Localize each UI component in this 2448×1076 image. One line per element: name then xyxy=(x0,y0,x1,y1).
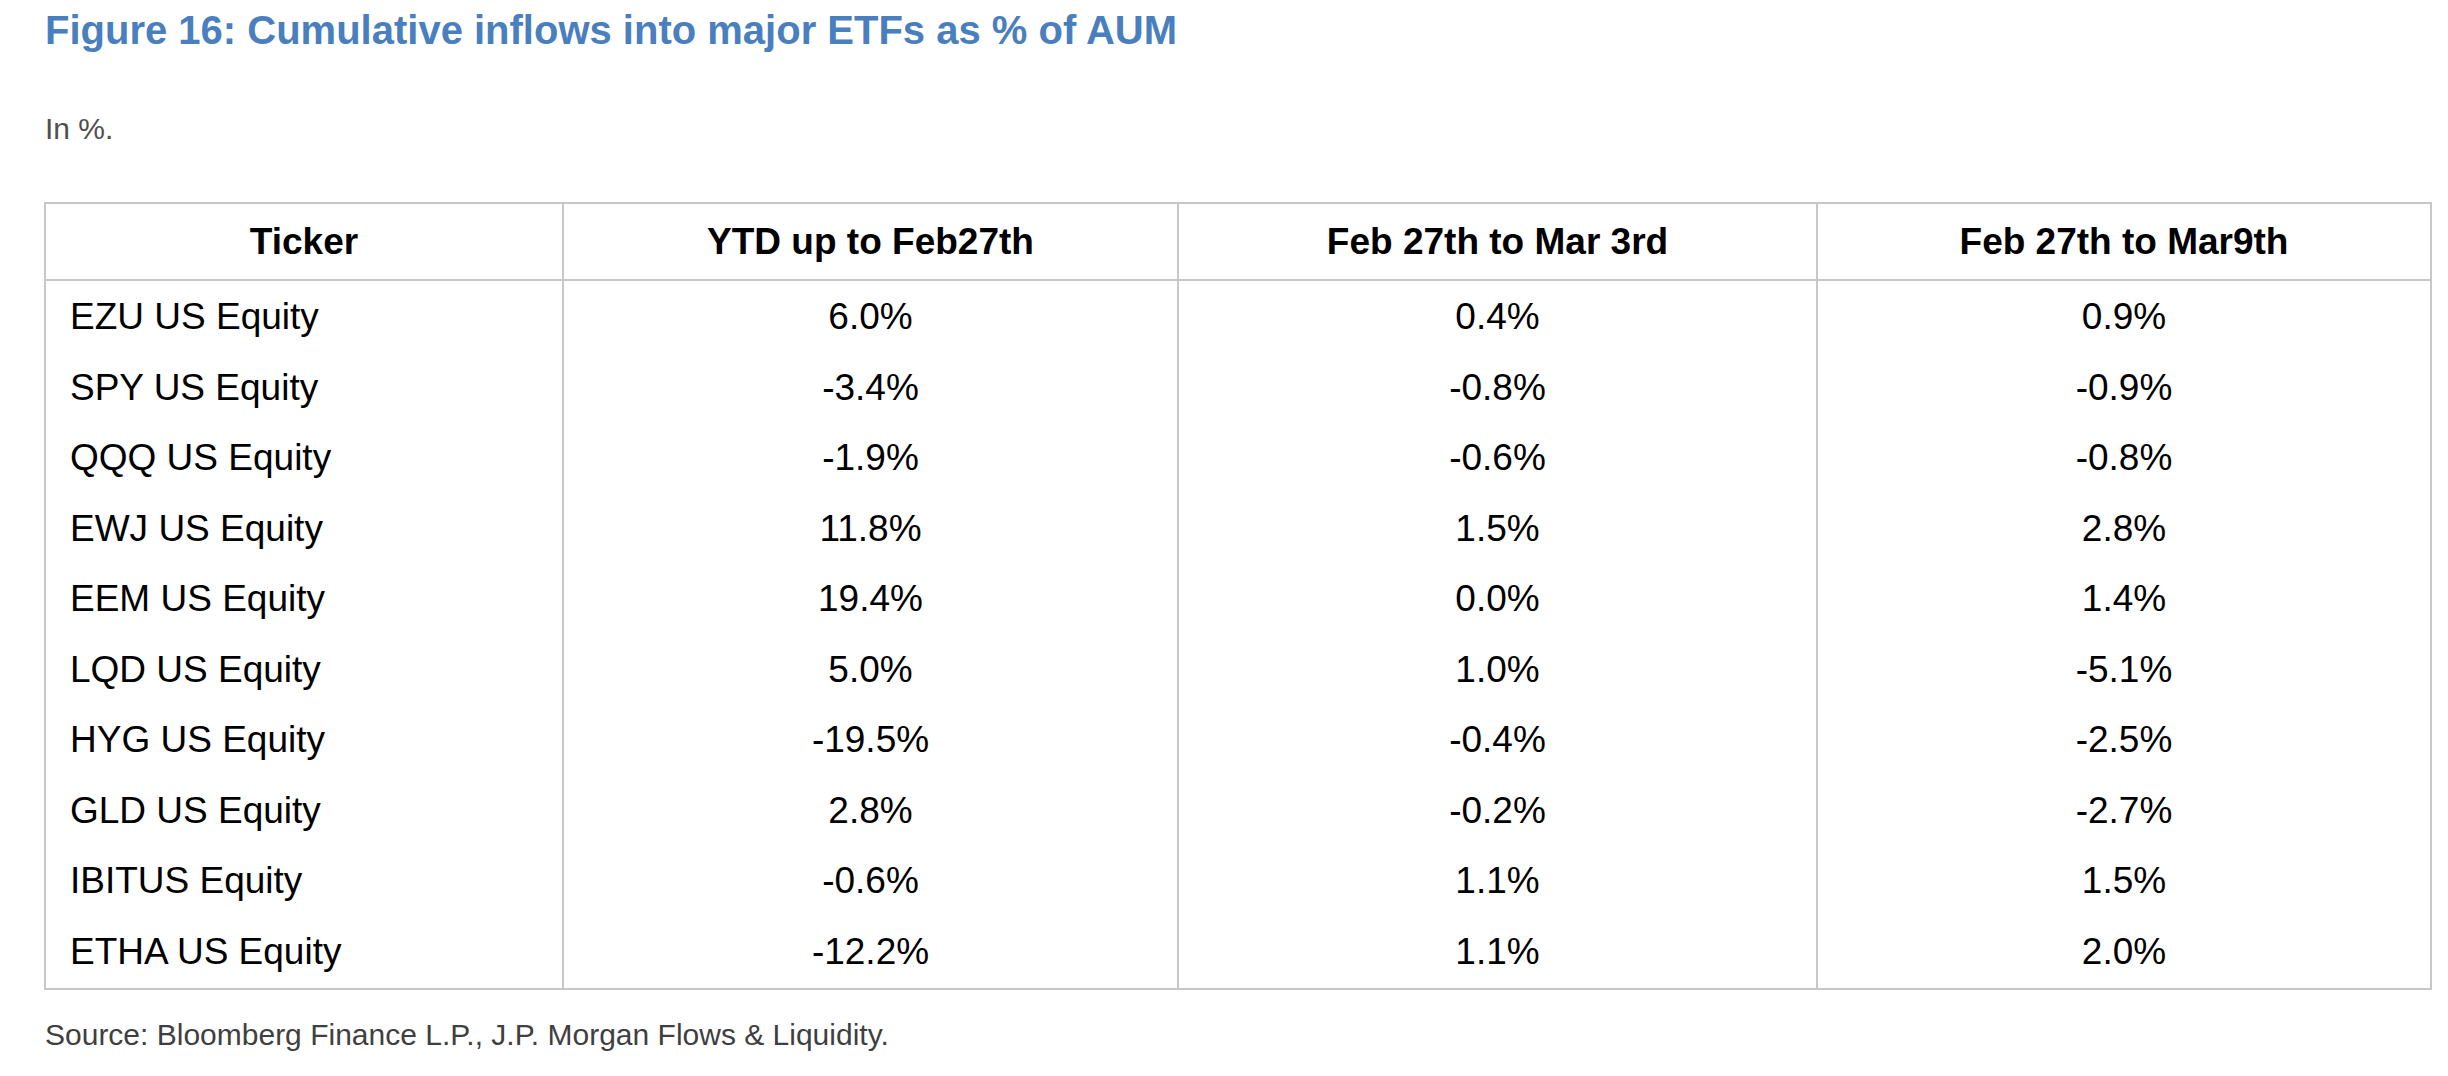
value-cell: -5.1% xyxy=(1817,634,2431,705)
value-cell: -1.9% xyxy=(563,423,1178,494)
value-cell: 1.0% xyxy=(1178,634,1817,705)
table-row: EWJ US Equity11.8%1.5%2.8% xyxy=(45,493,2431,564)
value-cell: -2.5% xyxy=(1817,705,2431,776)
ticker-cell: QQQ US Equity xyxy=(45,423,563,494)
table-header-row: Ticker YTD up to Feb27th Feb 27th to Mar… xyxy=(45,203,2431,280)
value-cell: 2.8% xyxy=(1817,493,2431,564)
value-cell: 6.0% xyxy=(563,280,1178,352)
table-row: GLD US Equity2.8%-0.2%-2.7% xyxy=(45,776,2431,847)
value-cell: 1.1% xyxy=(1178,917,1817,989)
value-cell: 1.5% xyxy=(1817,846,2431,917)
value-cell: 0.0% xyxy=(1178,564,1817,635)
ticker-cell: GLD US Equity xyxy=(45,776,563,847)
source-note: Source: Bloomberg Finance L.P., J.P. Mor… xyxy=(45,1018,889,1052)
col-header-ytd-feb27: YTD up to Feb27th xyxy=(563,203,1178,280)
table-row: QQQ US Equity-1.9%-0.6%-0.8% xyxy=(45,423,2431,494)
value-cell: 1.4% xyxy=(1817,564,2431,635)
value-cell: -12.2% xyxy=(563,917,1178,989)
ticker-cell: HYG US Equity xyxy=(45,705,563,776)
units-note: In %. xyxy=(45,112,113,146)
value-cell: 2.8% xyxy=(563,776,1178,847)
value-cell: 1.1% xyxy=(1178,846,1817,917)
table-row: HYG US Equity-19.5%-0.4%-2.5% xyxy=(45,705,2431,776)
value-cell: -0.6% xyxy=(1178,423,1817,494)
value-cell: -0.4% xyxy=(1178,705,1817,776)
table-row: EZU US Equity6.0%0.4%0.9% xyxy=(45,280,2431,352)
value-cell: -0.6% xyxy=(563,846,1178,917)
col-header-feb27-mar3: Feb 27th to Mar 3rd xyxy=(1178,203,1817,280)
table-row: IBITUS Equity-0.6%1.1%1.5% xyxy=(45,846,2431,917)
value-cell: -3.4% xyxy=(563,352,1178,423)
ticker-cell: IBITUS Equity xyxy=(45,846,563,917)
value-cell: 0.9% xyxy=(1817,280,2431,352)
ticker-cell: LQD US Equity xyxy=(45,634,563,705)
value-cell: -0.8% xyxy=(1178,352,1817,423)
value-cell: 0.4% xyxy=(1178,280,1817,352)
etf-inflows-table: Ticker YTD up to Feb27th Feb 27th to Mar… xyxy=(44,202,2432,990)
value-cell: -2.7% xyxy=(1817,776,2431,847)
col-header-ticker: Ticker xyxy=(45,203,563,280)
value-cell: -19.5% xyxy=(563,705,1178,776)
value-cell: -0.2% xyxy=(1178,776,1817,847)
col-header-feb27-mar9: Feb 27th to Mar9th xyxy=(1817,203,2431,280)
ticker-cell: EEM US Equity xyxy=(45,564,563,635)
table-row: LQD US Equity5.0%1.0%-5.1% xyxy=(45,634,2431,705)
value-cell: -0.9% xyxy=(1817,352,2431,423)
value-cell: 5.0% xyxy=(563,634,1178,705)
value-cell: 19.4% xyxy=(563,564,1178,635)
ticker-cell: EZU US Equity xyxy=(45,280,563,352)
value-cell: 1.5% xyxy=(1178,493,1817,564)
figure-title: Figure 16: Cumulative inflows into major… xyxy=(45,8,1177,53)
value-cell: 11.8% xyxy=(563,493,1178,564)
table-body: EZU US Equity6.0%0.4%0.9%SPY US Equity-3… xyxy=(45,280,2431,989)
table-row: EEM US Equity19.4%0.0%1.4% xyxy=(45,564,2431,635)
value-cell: 2.0% xyxy=(1817,917,2431,989)
value-cell: -0.8% xyxy=(1817,423,2431,494)
ticker-cell: EWJ US Equity xyxy=(45,493,563,564)
figure-page: Figure 16: Cumulative inflows into major… xyxy=(0,0,2448,1076)
table-row: SPY US Equity-3.4%-0.8%-0.9% xyxy=(45,352,2431,423)
ticker-cell: SPY US Equity xyxy=(45,352,563,423)
ticker-cell: ETHA US Equity xyxy=(45,917,563,989)
table-row: ETHA US Equity-12.2%1.1%2.0% xyxy=(45,917,2431,989)
